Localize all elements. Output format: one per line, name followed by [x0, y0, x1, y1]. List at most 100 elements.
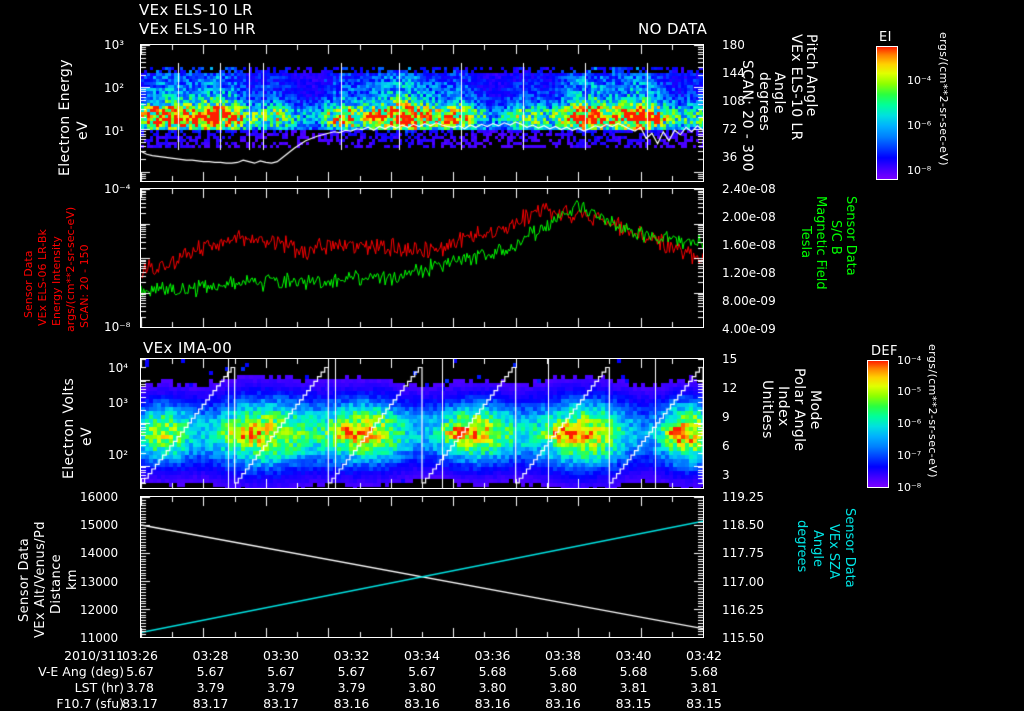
panel4-ytick-13000: 13000 — [80, 575, 119, 589]
colorbar1-tick-2: 10⁻⁶ — [907, 119, 932, 132]
colorbar1-tick-1: 10⁻⁴ — [907, 74, 932, 87]
lst-value: 3.80 — [549, 680, 577, 695]
panel2-right-tick-2: 2.00e-08 — [722, 210, 776, 224]
panel1-right-ytick-144: 144 — [722, 66, 745, 80]
panel3-right-label-index: Index — [775, 386, 791, 427]
time-tick-label: 03:26 — [121, 648, 159, 663]
f107-value: 83.16 — [404, 696, 440, 711]
panel-energy-intensity-magfield[interactable] — [140, 188, 704, 328]
panel2-canvas — [141, 189, 703, 327]
colorbar3-tick-4: 10⁻⁷ — [897, 449, 922, 462]
panel4-left-label-distance: Distance — [49, 553, 64, 614]
ve-ang-value: 5.67 — [196, 664, 225, 679]
ve-ang-value: 5.68 — [478, 664, 507, 679]
panel-ima-spectrogram[interactable] — [140, 358, 704, 489]
lst-value: 3.79 — [267, 680, 295, 695]
ve-ang-value: 5.68 — [690, 664, 718, 679]
time-table-row-label: V-E Ang (deg) — [38, 664, 124, 679]
colorbar3-tick-5: 10⁻⁸ — [897, 481, 922, 494]
panel3-right-label-mode: Mode — [807, 390, 823, 430]
panel2-right-tick-5: 8.00e-09 — [722, 294, 776, 308]
panel-altitude-sza[interactable] — [140, 496, 704, 638]
colorbar3[interactable] — [867, 360, 889, 488]
time-tick-label: 03:36 — [474, 648, 511, 663]
panel1-title-lr: VEx ELS-10 LR — [139, 1, 253, 19]
colorbar3-tick-3: 10⁻⁶ — [897, 417, 922, 430]
time-tick-label: 03:42 — [685, 648, 723, 663]
ve-ang-value: 5.68 — [549, 664, 577, 679]
panel3-right-tick-12: 12 — [722, 381, 738, 395]
panel2-right-tick-6: 4.00e-09 — [722, 322, 776, 336]
panel3-right-label-polarangle: Polar Angle — [791, 368, 807, 452]
time-table-row-label: LST (hr) — [74, 680, 124, 695]
lst-value: 3.81 — [619, 680, 648, 695]
panel3-ytick-2: 10² — [108, 448, 129, 462]
colorbar3-tick-2: 10⁻⁵ — [897, 385, 922, 398]
panel2-right-label-scb: S/C B — [828, 220, 843, 255]
panel4-left-label-sensor: Sensor Data — [17, 537, 32, 622]
panel3-right-tick-9: 9 — [722, 410, 730, 424]
panel4-ytick-14000: 14000 — [80, 546, 119, 560]
panel2-ytick-top: 10⁻⁴ — [104, 182, 131, 196]
panel4-right-label-angle: Angle — [810, 530, 825, 567]
panel4-left-label-km: km — [65, 569, 80, 590]
panel2-left-label-sensor: Sensor Data — [22, 250, 35, 318]
panel1-no-data-label: NO DATA — [638, 20, 708, 38]
ve-ang-value: 5.67 — [408, 664, 436, 679]
panel2-left-label-scan: SCAN: 20 - 150 — [78, 244, 91, 328]
panel3-right-tick-15: 15 — [722, 352, 738, 366]
panel-electron-energy-spectrogram[interactable] — [140, 44, 704, 182]
time-tick-label: 03:40 — [615, 648, 652, 663]
colorbar1-units: ergs/(cm**2-sr-sec-eV) — [937, 32, 950, 166]
panel1-right-ytick-72: 72 — [722, 122, 738, 136]
panel4-ytick-12000: 12000 — [80, 603, 119, 617]
colorbar3-units: ergs/(cm**2-sr-sec-eV) — [926, 344, 939, 478]
panel4-right-label-sza: VEx SZA — [826, 524, 841, 579]
f107-value: 83.17 — [263, 696, 299, 711]
time-tick-label: 03:34 — [403, 648, 441, 663]
colorbar1[interactable] — [876, 46, 898, 180]
panel2-left-label-units: args/(cm**2-sr-sec-eV) — [64, 206, 77, 332]
panel4-right-tick-1: 119.25 — [722, 490, 764, 504]
panel2-right-label-magfield: Magnetic Field — [813, 196, 828, 290]
panel3-title: VEx IMA-00 — [143, 339, 233, 357]
panel3-right-tick-6: 6 — [722, 439, 730, 453]
ve-ang-value: 5.68 — [619, 664, 648, 679]
panel2-right-tick-3: 1.60e-08 — [722, 238, 776, 252]
panel3-ytick-3: 10³ — [108, 396, 129, 410]
f107-value: 83.16 — [333, 696, 370, 711]
time-tick-label: 03:38 — [544, 648, 582, 663]
lst-value: 3.79 — [196, 680, 225, 695]
panel4-right-tick-3: 117.75 — [722, 546, 764, 560]
colorbar1-title: EI — [879, 30, 892, 45]
panel4-right-tick-4: 117.00 — [722, 575, 764, 589]
panel4-canvas — [141, 497, 703, 637]
panel4-ytick-11000: 11000 — [80, 631, 119, 645]
ve-ang-value: 5.67 — [337, 664, 366, 679]
panel4-ytick-15000: 15000 — [80, 518, 119, 532]
panel1-right-label-pitch: Pitch Angle — [803, 34, 819, 117]
panel1-ytick-2: 10² — [104, 81, 125, 95]
f107-value: 83.15 — [686, 696, 722, 711]
time-tick-label: 03:28 — [192, 648, 229, 663]
ve-ang-value: 5.67 — [126, 664, 154, 679]
panel2-left-label-instrument: VEx ELS-06 LR-Bk — [36, 229, 49, 326]
panel1-right-label-angle: Angle — [771, 72, 787, 114]
panel1-title-hr: VEx ELS-10 HR — [139, 20, 256, 38]
panel2-right-label-sensor: Sensor Data — [843, 196, 858, 276]
panel4-ytick-16000: 16000 — [80, 490, 119, 504]
time-tick-label: 03:30 — [262, 648, 300, 663]
lst-value: 3.78 — [126, 680, 154, 695]
panel1-canvas — [141, 45, 703, 181]
panel4-left-label-alt: VEx Alt/Venus/Pd — [33, 521, 48, 638]
lst-value: 3.81 — [690, 680, 718, 695]
panel4-right-tick-5: 116.25 — [722, 603, 764, 617]
colorbar1-tick-3: 10⁻⁸ — [907, 164, 932, 177]
colorbar3-title: DEF — [871, 344, 898, 359]
panel3-ylabel-main: Electron Volts — [61, 377, 77, 479]
panel1-ylabel-unit: eV — [75, 121, 91, 140]
panel3-canvas — [141, 359, 703, 488]
panel2-right-label-tesla: Tesla — [798, 226, 813, 259]
lst-value: 3.80 — [408, 680, 436, 695]
lst-value: 3.80 — [478, 680, 507, 695]
